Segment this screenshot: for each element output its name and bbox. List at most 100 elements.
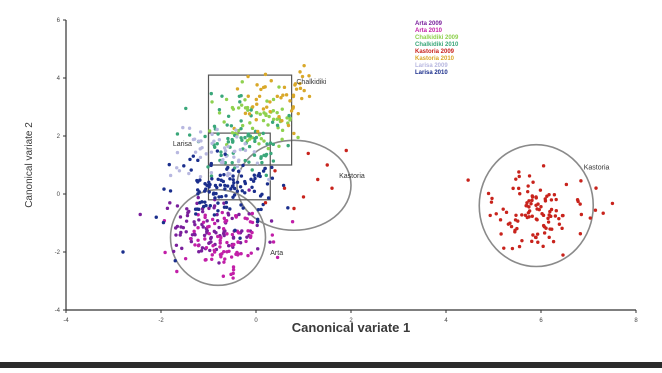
data-point [511, 186, 515, 191]
data-point [250, 105, 255, 109]
data-point [232, 155, 236, 159]
data-point [237, 94, 242, 99]
data-point [268, 109, 272, 114]
data-point [231, 265, 236, 269]
data-point [277, 144, 281, 148]
data-point [265, 99, 269, 103]
data-point [259, 136, 264, 141]
data-point [510, 246, 515, 251]
data-point [223, 187, 227, 191]
data-point [282, 85, 287, 90]
data-point [246, 132, 251, 136]
data-point [290, 220, 295, 224]
data-point [193, 222, 197, 227]
data-point [288, 99, 292, 103]
data-point [228, 177, 232, 181]
data-point [184, 219, 189, 223]
data-point [253, 176, 257, 181]
data-point [553, 214, 558, 218]
data-point [235, 135, 239, 139]
data-point [252, 153, 257, 157]
group-label: Arta [270, 250, 283, 257]
confidence-ellipses [169, 139, 595, 287]
data-point [560, 226, 564, 231]
data-point [168, 201, 172, 205]
data-point [217, 195, 221, 199]
data-point [260, 160, 264, 165]
data-point [258, 112, 262, 116]
data-point [286, 206, 290, 210]
x-tick-label: 0 [254, 318, 258, 324]
data-point [543, 197, 547, 201]
data-point [296, 111, 300, 116]
data-point [259, 156, 263, 160]
data-point [250, 211, 255, 216]
data-point [210, 132, 214, 137]
data-point [199, 249, 204, 253]
data-point [530, 198, 534, 203]
data-point [246, 253, 250, 258]
data-point [225, 123, 229, 127]
data-point [167, 162, 171, 167]
y-tick-label: -4 [55, 308, 61, 314]
data-point [281, 93, 285, 97]
data-point [224, 97, 229, 102]
x-tick-label: -4 [63, 318, 69, 324]
data-point [232, 181, 236, 185]
data-point [187, 209, 191, 214]
data-point [214, 231, 218, 235]
data-point [175, 204, 180, 208]
data-point [212, 213, 217, 217]
data-point [489, 200, 494, 204]
data-point [210, 100, 214, 104]
data-point [280, 118, 284, 123]
data-point [530, 239, 534, 244]
data-point [222, 260, 226, 264]
data-point [209, 170, 214, 175]
data-point [200, 200, 204, 204]
data-point [344, 148, 348, 153]
data-point [275, 110, 279, 115]
data-point [246, 74, 250, 79]
data-point [177, 169, 182, 173]
data-point [218, 241, 222, 245]
data-point [138, 212, 142, 217]
data-point [238, 100, 242, 104]
data-point [233, 214, 238, 218]
data-point [539, 205, 543, 209]
data-point [255, 220, 260, 224]
legend-entry: Chalkidiki 2010 [415, 42, 459, 48]
data-point [266, 196, 271, 200]
data-point [249, 251, 253, 255]
y-tick-label: -2 [55, 250, 61, 256]
data-point [187, 126, 192, 130]
data-point [261, 131, 265, 136]
data-point [203, 182, 207, 186]
data-point [246, 94, 250, 98]
data-point [203, 189, 207, 193]
data-point [195, 201, 199, 206]
data-point [231, 178, 235, 182]
data-point [230, 243, 234, 248]
data-point [238, 236, 242, 240]
data-point [271, 240, 276, 244]
data-point [188, 236, 193, 241]
data-point [252, 173, 257, 177]
data-point [175, 166, 179, 170]
data-point [579, 212, 584, 217]
data-point [225, 167, 229, 171]
data-point [284, 93, 289, 97]
data-point [198, 174, 203, 179]
data-point [546, 220, 551, 224]
data-point [269, 219, 274, 223]
data-point [520, 238, 524, 243]
data-point [269, 79, 273, 83]
data-point [514, 177, 518, 181]
data-point [209, 240, 213, 244]
data-point [190, 233, 195, 237]
data-point [270, 233, 275, 237]
data-point [243, 98, 247, 102]
data-point [264, 113, 268, 118]
chart-frame [65, 20, 636, 311]
data-point [237, 212, 241, 217]
